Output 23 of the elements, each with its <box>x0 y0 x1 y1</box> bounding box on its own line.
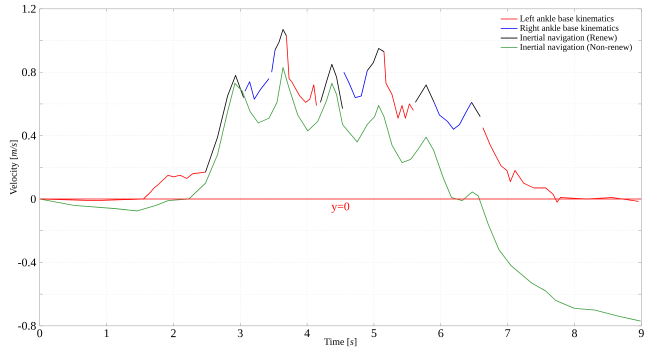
x-axis-title: Time [s] <box>324 338 356 346</box>
x-tick-label: 6 <box>438 329 444 338</box>
x-tick-label: 7 <box>505 329 510 337</box>
y-tick-label: -0.8 <box>18 322 36 330</box>
legend-label: Inertial navigation (Non-renew) <box>520 44 632 52</box>
x-tick-label: 0 <box>37 329 42 338</box>
x-tick-label: 5 <box>372 329 376 338</box>
y-tick-label: -0.4 <box>18 258 36 266</box>
y-tick-label: 0.4 <box>22 132 36 140</box>
y-tick-label: 0 <box>30 195 36 203</box>
x-tick-label: 8 <box>572 329 577 338</box>
y-axis-title: Velocity [m/s] <box>10 140 19 195</box>
ref-line-label: y=0 <box>331 202 350 213</box>
x-tick-label: 4 <box>304 329 310 337</box>
x-tick-label: 3 <box>238 329 243 338</box>
y-tick-label: 0.8 <box>22 68 36 76</box>
y-tick-label: 1.2 <box>22 4 36 13</box>
legend-label: Inertial navigation (Renew) <box>520 34 617 42</box>
x-tick-label: 2 <box>170 329 176 338</box>
legend-label: Left ankle base kinematics <box>520 15 614 22</box>
legend-label: Right ankle base kinematics <box>520 24 618 33</box>
x-tick-label: 9 <box>638 329 644 338</box>
x-tick-label: 1 <box>104 329 109 337</box>
